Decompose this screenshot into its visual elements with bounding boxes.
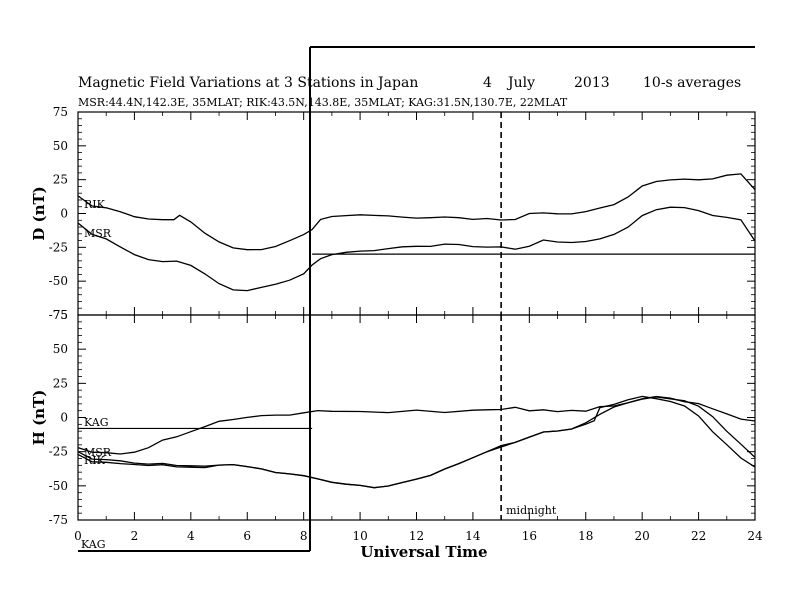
chart-date-month: July [506, 75, 535, 91]
x-tick-label: 16 [522, 529, 537, 543]
x-tick-label: 20 [635, 529, 650, 543]
y-tick-label: -75 [49, 513, 68, 527]
y-tick-label: 25 [53, 376, 68, 390]
x-tick-label: 10 [352, 529, 367, 543]
y-tick-label: 75 [53, 308, 68, 322]
panel-frame [78, 315, 755, 520]
y-tick-label: 25 [53, 173, 68, 187]
x-tick-label: 14 [465, 529, 481, 543]
x-tick-label: 22 [691, 529, 706, 543]
y-tick-label: 0 [60, 411, 68, 425]
series-line-msr [78, 207, 755, 290]
series-line-rik [78, 174, 755, 250]
y-tick-label: -25 [49, 240, 68, 254]
magnetometer-chart: Magnetic Field Variations at 3 Stations … [0, 0, 792, 612]
y-tick-label: -50 [49, 479, 68, 493]
midnight-annotation: midnight [506, 504, 557, 517]
series-label-rik: RIK [84, 198, 106, 211]
x-tick-label: 2 [131, 529, 139, 543]
y-tick-label: 0 [60, 207, 68, 221]
x-tick-label: 12 [409, 529, 424, 543]
series-line-kag [78, 397, 755, 455]
chart-subtitle: MSR:44.4N,142.3E, 35MLAT; RIK:43.5N,143.… [78, 96, 568, 109]
x-tick-label: 18 [578, 529, 593, 543]
x-axis-label: Universal Time [360, 543, 487, 561]
panel-frame [78, 112, 755, 315]
series-label-kag: KAG [84, 416, 109, 429]
chart-title: Magnetic Field Variations at 3 Stations … [78, 75, 418, 91]
chart-averaging: 10-s averages [643, 75, 741, 91]
series-label-rik: RIK [84, 454, 106, 467]
x-tick-label: 24 [747, 529, 763, 543]
chart-date-year: 2013 [574, 75, 610, 91]
y-tick-label: -25 [49, 445, 68, 459]
y-axis-label: H (nT) [30, 390, 48, 446]
y-axis-label: D (nT) [30, 186, 48, 241]
chart-date-day: 4 [483, 75, 492, 91]
series-label-msr: MSR [84, 227, 112, 240]
y-tick-label: 75 [53, 105, 68, 119]
kag-bottom-label: KAG [81, 538, 106, 551]
x-tick-label: 6 [243, 529, 251, 543]
x-tick-label: 4 [187, 529, 195, 543]
y-tick-label: 50 [53, 342, 68, 356]
y-tick-label: -50 [49, 274, 68, 288]
x-tick-label: 8 [300, 529, 308, 543]
y-tick-label: 50 [53, 139, 68, 153]
